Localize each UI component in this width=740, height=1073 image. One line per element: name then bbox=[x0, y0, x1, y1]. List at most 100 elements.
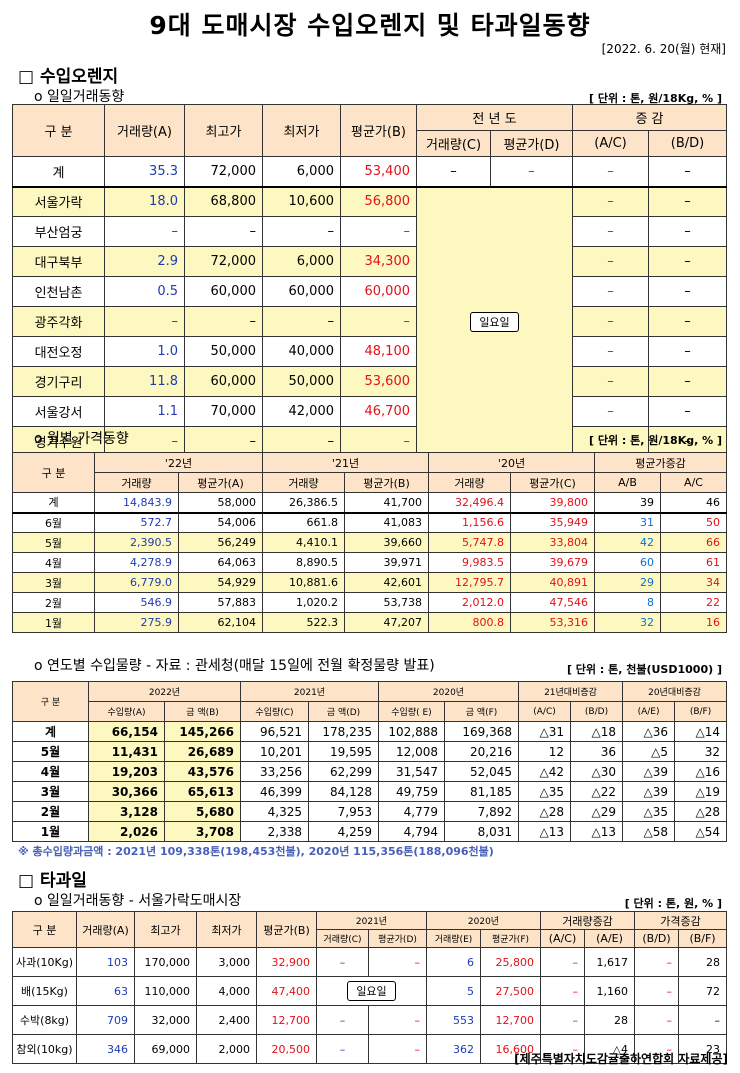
cell-ab: 32 bbox=[594, 612, 661, 633]
cell-pd: – bbox=[368, 1005, 427, 1035]
header-r-bd: (B/D) bbox=[569, 701, 624, 722]
cell-q21: 661.8 bbox=[262, 511, 345, 533]
cell-ac: – bbox=[572, 185, 649, 217]
cell-qty-e: 102,888 bbox=[378, 721, 445, 742]
cell-low: 10,600 bbox=[262, 185, 341, 217]
cell-low: 2,400 bbox=[196, 1005, 257, 1035]
unit-yearly: [ 단위 : 톤, 천불(USD1000) ] bbox=[566, 663, 722, 676]
cell-r-bf: 28 bbox=[678, 947, 728, 977]
cell-amt-d: 4,259 bbox=[308, 821, 379, 842]
cell-ac: 50 bbox=[659, 511, 728, 533]
fruit-row: 배(15Kg) 63 110,000 4,000 47,400 일요일 5 27,500–1,… bbox=[12, 976, 728, 1006]
header-2020: 2020년 bbox=[426, 911, 541, 930]
header-chg21: 21년대비증감 bbox=[517, 681, 624, 702]
header-bd: (B/D) bbox=[648, 130, 727, 157]
cell-low: 2,000 bbox=[196, 1034, 257, 1064]
cell-r-ae: △39 bbox=[622, 761, 676, 782]
cell-high: 60,000 bbox=[184, 276, 263, 307]
other-fruit-table: 구 분 거래량(A) 최고가 최저가 평균가(B) 2021년 2020년 거래… bbox=[12, 911, 728, 1064]
header-qe: 수입량( E) bbox=[378, 701, 445, 722]
cell-qty-e: 31,547 bbox=[378, 761, 445, 782]
cell-amt-b: 26,689 bbox=[164, 741, 241, 762]
row-name: 3월 bbox=[12, 781, 89, 802]
cell-q22: 6,779.0 bbox=[94, 572, 179, 593]
cell-qty: 103 bbox=[76, 947, 135, 977]
cell-amt-f: 81,185 bbox=[444, 781, 519, 802]
header-qty: 거래량 bbox=[262, 472, 345, 493]
cell-amt-b: 145,266 bbox=[164, 721, 241, 742]
cell-p20: 39,800 bbox=[510, 492, 595, 513]
cell-q21: 4,410.1 bbox=[262, 532, 345, 553]
cell-r-bd: △30 bbox=[569, 761, 624, 782]
cell-low: 4,000 bbox=[196, 976, 257, 1006]
header-avg: 평균가(B) bbox=[256, 911, 317, 948]
cell-r-ae: △5 bbox=[622, 741, 676, 762]
cell-high: 60,000 bbox=[184, 366, 263, 397]
cell-qty: 63 bbox=[76, 976, 135, 1006]
cell-q21: 522.3 bbox=[262, 612, 345, 633]
cell-p22: 56,249 bbox=[178, 532, 263, 553]
cell-low: 42,000 bbox=[262, 396, 341, 427]
market-row: 서울강서 1.1 70,000 42,000 46,700 – – bbox=[12, 396, 727, 427]
cell-p22: 58,000 bbox=[178, 492, 263, 513]
subheading-daily: o 일일거래동향 bbox=[34, 89, 125, 105]
cell-avg: 47,400 bbox=[256, 976, 317, 1006]
cell-qty: – bbox=[104, 306, 185, 337]
cell-r-bf: 23 bbox=[678, 1034, 728, 1064]
cell-qty-a: 30,366 bbox=[88, 781, 165, 802]
total-import-note: ※ 총수입량과금액 : 2021년 109,338톤(198,453천불), 2… bbox=[18, 845, 494, 858]
cell-high: 170,000 bbox=[134, 947, 197, 977]
header-avg-b: 평균가(B) bbox=[344, 472, 429, 493]
header-prev-avg: 평균가(D) bbox=[490, 130, 573, 157]
cell-r-bf: 32 bbox=[674, 741, 728, 762]
header-21: '21년 bbox=[262, 452, 429, 473]
cell-qty: 35.3 bbox=[104, 156, 185, 187]
cell-qty-a: 11,431 bbox=[88, 741, 165, 762]
cell-p21: 42,601 bbox=[344, 572, 429, 593]
cell-p20: 35,949 bbox=[510, 511, 595, 533]
cell-ac: – bbox=[572, 396, 649, 427]
header-category: 구 분 bbox=[12, 452, 95, 493]
cell-q22: 572.7 bbox=[94, 511, 179, 533]
cell-r-ae: △58 bbox=[622, 821, 676, 842]
header-category: 구 분 bbox=[12, 104, 105, 157]
total-row: 계 35.3 72,000 6,000 53,400 – – – – bbox=[12, 156, 727, 187]
cell-avg: 32,900 bbox=[256, 947, 317, 977]
year-row: 2월 3,128 5,680 4,325 7,953 4,779 7,892 △28 △29 △3… bbox=[12, 801, 728, 822]
cell-q22: 14,843.9 bbox=[94, 492, 179, 513]
cell-amt-f: 8,031 bbox=[444, 821, 519, 842]
cell-r-bf: – bbox=[678, 1005, 728, 1035]
cell-avg: 60,000 bbox=[340, 276, 417, 307]
cell-amt-b: 65,613 bbox=[164, 781, 241, 802]
holiday-badge: 일요일 bbox=[347, 981, 396, 1001]
cell-qty-c: 10,201 bbox=[240, 741, 309, 762]
cell-avg: 53,600 bbox=[340, 366, 417, 397]
header-category: 구 분 bbox=[12, 681, 89, 722]
cell-qty-e: 4,794 bbox=[378, 821, 445, 842]
cell-high: 70,000 bbox=[184, 396, 263, 427]
row-name: 참외(10kg) bbox=[12, 1034, 77, 1064]
cell-qty-c: 2,338 bbox=[240, 821, 309, 842]
cell-p20: 39,679 bbox=[510, 552, 595, 573]
page-title: 9대 도매시장 수입오렌지 및 타과일동향 bbox=[149, 11, 591, 40]
cell-avg: 46,700 bbox=[340, 396, 417, 427]
month-row: 2월 546.9 57,883 1,020.2 53,738 2,012.0 47,546 8… bbox=[12, 592, 728, 613]
header-r-bd: (B/D) bbox=[634, 929, 680, 948]
cell-ab: 60 bbox=[594, 552, 661, 573]
header-ac: A/C bbox=[659, 472, 728, 493]
cell-bd: – bbox=[648, 366, 727, 397]
holiday-cell: 일요일 bbox=[316, 976, 427, 1006]
header-change: 평균가증감 bbox=[593, 452, 728, 473]
cell-amt-d: 7,953 bbox=[308, 801, 379, 822]
cell-q20: 32,496.4 bbox=[428, 492, 511, 513]
cell-qty-c: 46,399 bbox=[240, 781, 309, 802]
cell-r-ae: △36 bbox=[622, 721, 676, 742]
header-prev-qty: 거래량(C) bbox=[416, 130, 491, 157]
cell-r-bf: △54 bbox=[674, 821, 728, 842]
header-ab: 금 액(B) bbox=[164, 701, 241, 722]
cell-bd: – bbox=[648, 306, 727, 337]
header-prev-year: 전 년 도 bbox=[416, 104, 573, 131]
cell-ac: – bbox=[572, 216, 649, 247]
cell-ab: 8 bbox=[594, 592, 661, 613]
cell-ac: – bbox=[572, 276, 649, 307]
